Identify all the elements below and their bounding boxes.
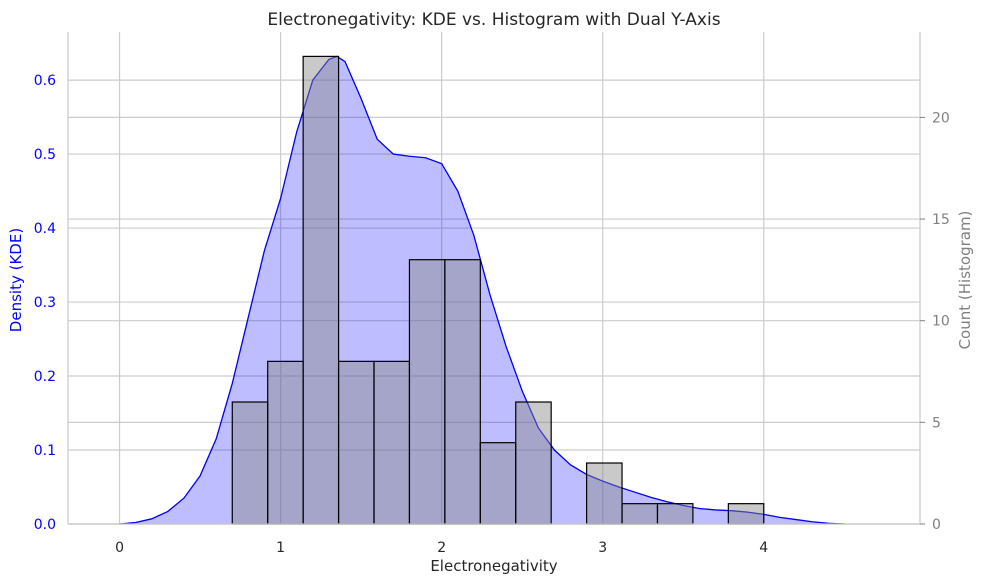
chart-title: Electronegativity: KDE vs. Histogram wit… xyxy=(267,10,720,30)
y2-tick-label: 15 xyxy=(932,212,950,228)
y-axis-right-label: Count (Histogram) xyxy=(956,211,974,350)
histogram-bar xyxy=(444,259,481,525)
y1-tick-label: 0.4 xyxy=(34,221,56,237)
x-tick-label: 2 xyxy=(437,540,446,556)
kde-area xyxy=(119,56,845,525)
histogram-series xyxy=(231,55,765,525)
histogram-bar xyxy=(408,259,446,525)
y2-tick-label: 5 xyxy=(932,415,941,431)
histogram-bar xyxy=(337,360,375,525)
y1-tick-label: 0.2 xyxy=(34,369,56,385)
histogram-bar xyxy=(231,401,269,525)
histogram-bar xyxy=(586,462,623,525)
kde-series xyxy=(119,55,845,525)
x-axis-label: Electronegativity xyxy=(430,557,557,575)
histogram-bar xyxy=(515,401,552,525)
histogram-bar xyxy=(656,503,694,525)
axes: 0 1 2 3 4 0.0 0.1 0.2 0.3 0.4 0.5 0.6 0 5 10 15 20 xyxy=(34,32,950,556)
y2-tick-label: 10 xyxy=(932,314,950,330)
y1-tick-label: 0.0 xyxy=(34,517,56,533)
y-axis-left-label: Density (KDE) xyxy=(7,228,25,332)
histogram-bar xyxy=(302,55,340,525)
y2-tick-label: 20 xyxy=(932,110,950,126)
y1-tick-label: 0.6 xyxy=(34,73,56,89)
y1-tick-label: 0.3 xyxy=(34,295,56,311)
histogram-bar xyxy=(479,442,517,525)
x-tick-label: 1 xyxy=(276,540,285,556)
x-tick-label: 0 xyxy=(115,540,124,556)
histogram-bar xyxy=(267,360,304,525)
x-tick-label: 4 xyxy=(759,540,768,556)
histogram-bar xyxy=(373,360,411,525)
histogram-bar xyxy=(621,503,659,525)
kde-line xyxy=(119,55,845,525)
y2-tick-label: 0 xyxy=(932,517,941,533)
histogram-bar xyxy=(727,503,765,525)
x-tick-label: 3 xyxy=(598,540,607,556)
y1-tick-label: 0.1 xyxy=(34,443,56,459)
y1-tick-label: 0.5 xyxy=(34,147,56,163)
